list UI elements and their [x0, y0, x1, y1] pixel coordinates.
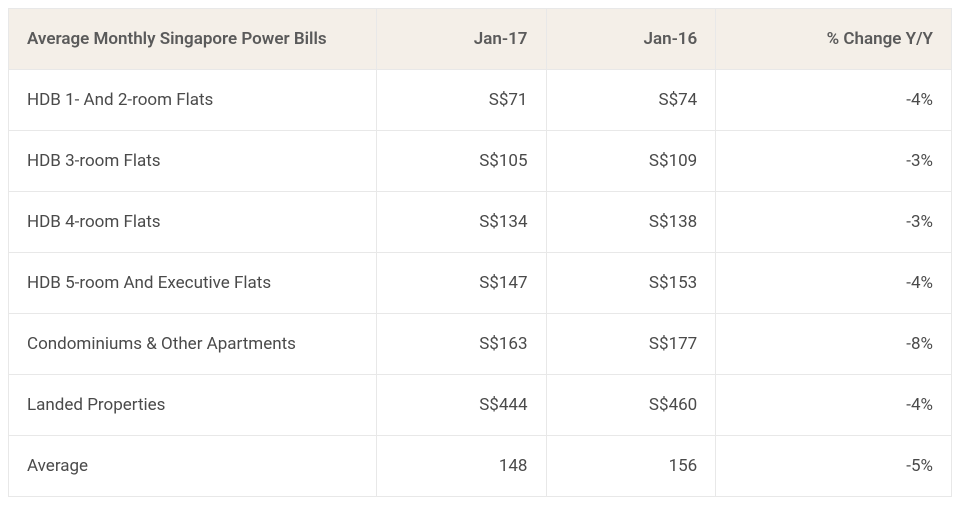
- cell-change: -3%: [716, 192, 952, 253]
- col-header-jan17: Jan-17: [376, 9, 546, 70]
- cell-label: HDB 1- And 2-room Flats: [9, 70, 377, 131]
- cell-label: Condominiums & Other Apartments: [9, 314, 377, 375]
- table-row: HDB 1- And 2-room Flats S$71 S$74 -4%: [9, 70, 952, 131]
- cell-jan16: S$177: [546, 314, 716, 375]
- table-row: HDB 4-room Flats S$134 S$138 -3%: [9, 192, 952, 253]
- cell-change: -4%: [716, 375, 952, 436]
- cell-jan16: 156: [546, 436, 716, 497]
- table-row: HDB 5-room And Executive Flats S$147 S$1…: [9, 253, 952, 314]
- cell-jan16: S$74: [546, 70, 716, 131]
- table-row: Condominiums & Other Apartments S$163 S$…: [9, 314, 952, 375]
- cell-jan16: S$153: [546, 253, 716, 314]
- col-header-label: Average Monthly Singapore Power Bills: [9, 9, 377, 70]
- table-header-row: Average Monthly Singapore Power Bills Ja…: [9, 9, 952, 70]
- cell-jan17: S$105: [376, 131, 546, 192]
- cell-change: -4%: [716, 70, 952, 131]
- cell-change: -8%: [716, 314, 952, 375]
- cell-jan17: S$71: [376, 70, 546, 131]
- table-row: Average 148 156 -5%: [9, 436, 952, 497]
- cell-change: -3%: [716, 131, 952, 192]
- cell-change: -5%: [716, 436, 952, 497]
- table-body: HDB 1- And 2-room Flats S$71 S$74 -4% HD…: [9, 70, 952, 497]
- cell-label: Average: [9, 436, 377, 497]
- cell-jan16: S$138: [546, 192, 716, 253]
- cell-jan17: S$163: [376, 314, 546, 375]
- table-row: Landed Properties S$444 S$460 -4%: [9, 375, 952, 436]
- cell-change: -4%: [716, 253, 952, 314]
- cell-jan17: 148: [376, 436, 546, 497]
- cell-jan17: S$444: [376, 375, 546, 436]
- col-header-change: % Change Y/Y: [716, 9, 952, 70]
- cell-jan16: S$109: [546, 131, 716, 192]
- cell-label: HDB 3-room Flats: [9, 131, 377, 192]
- col-header-jan16: Jan-16: [546, 9, 716, 70]
- cell-jan16: S$460: [546, 375, 716, 436]
- cell-label: HDB 4-room Flats: [9, 192, 377, 253]
- cell-jan17: S$134: [376, 192, 546, 253]
- cell-label: HDB 5-room And Executive Flats: [9, 253, 377, 314]
- table-row: HDB 3-room Flats S$105 S$109 -3%: [9, 131, 952, 192]
- cell-jan17: S$147: [376, 253, 546, 314]
- power-bills-table: Average Monthly Singapore Power Bills Ja…: [8, 8, 952, 497]
- cell-label: Landed Properties: [9, 375, 377, 436]
